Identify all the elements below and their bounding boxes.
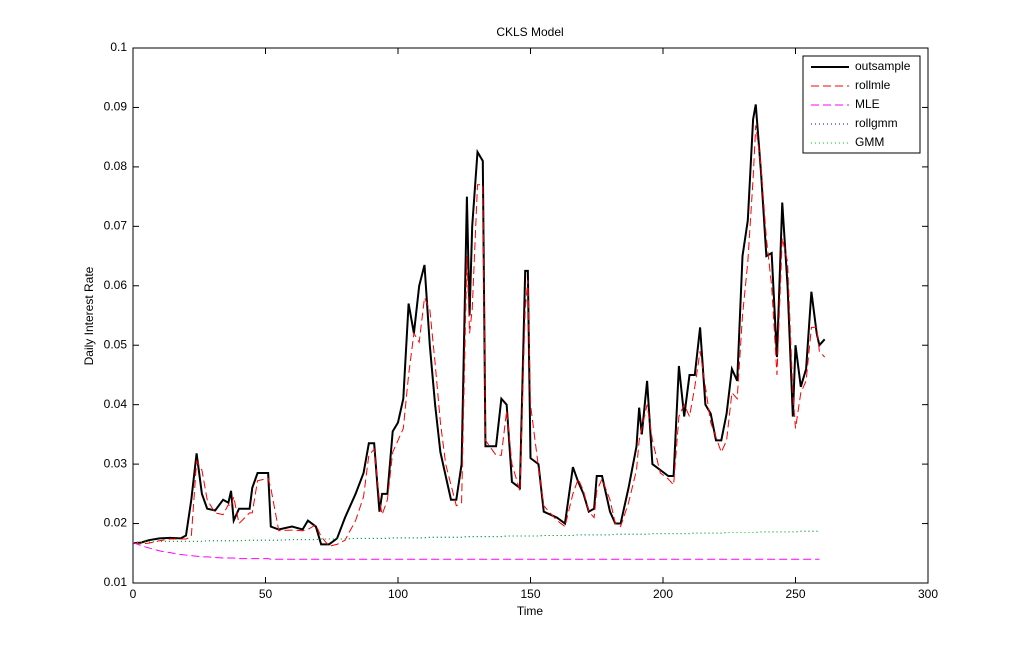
x-tick-label: 300: [918, 587, 938, 601]
y-tick-label: 0.1: [110, 40, 127, 54]
y-tick-label: 0.09: [104, 100, 128, 114]
x-tick-label: 200: [653, 587, 673, 601]
legend-label: outsample: [855, 59, 911, 73]
series-line: [132, 542, 820, 560]
series-line: [132, 125, 826, 547]
x-tick-label: 100: [388, 587, 408, 601]
legend-label: MLE: [855, 97, 880, 111]
chart-title: CKLS Model: [496, 25, 563, 39]
y-tick-label: 0.08: [104, 159, 128, 173]
legend-label: GMM: [855, 135, 884, 149]
axes-box: [132, 47, 929, 584]
y-tick-label: 0.05: [104, 337, 128, 351]
legend-label: rollgmm: [855, 116, 898, 130]
x-axis-label: Time: [517, 604, 544, 618]
y-tick-label: 0.01: [104, 575, 128, 589]
x-tick-label: 250: [785, 587, 805, 601]
y-tick-label: 0.02: [104, 516, 128, 530]
y-tick-label: 0.03: [104, 456, 128, 470]
legend-label: rollmle: [855, 78, 891, 92]
x-tick-label: 50: [259, 587, 273, 601]
y-tick-label: 0.06: [104, 278, 128, 292]
y-tick-label: 0.07: [104, 219, 128, 233]
y-axis-label: Daily Interest Rate: [82, 266, 96, 365]
x-tick-label: 150: [520, 587, 540, 601]
y-tick-label: 0.04: [104, 397, 128, 411]
legend-box: [802, 55, 921, 154]
series-line: [132, 104, 826, 546]
x-tick-label: 0: [130, 587, 137, 601]
